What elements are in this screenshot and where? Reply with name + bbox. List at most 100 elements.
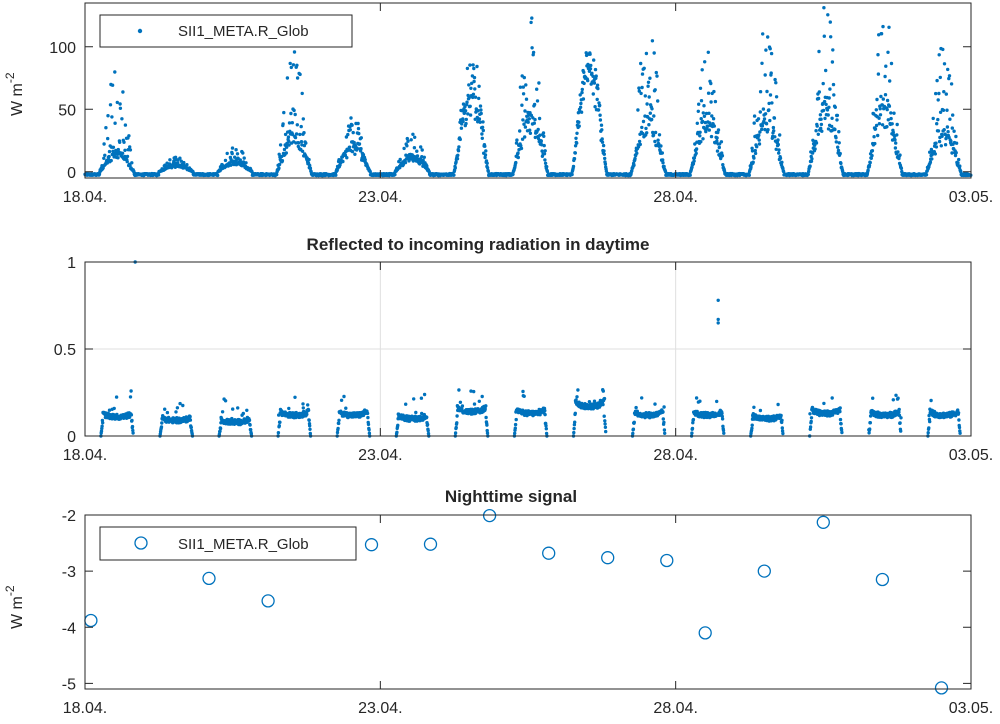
panel-2-point — [114, 395, 119, 399]
panel-1-point — [413, 135, 417, 139]
panel-2-point — [453, 431, 458, 435]
panel-2-point — [485, 431, 490, 435]
panel-1-point — [523, 125, 528, 129]
panel-2-point — [715, 399, 719, 404]
panel-1-point — [873, 141, 877, 146]
panel-1-point — [647, 123, 651, 127]
panel-1-point — [233, 155, 237, 159]
panel-2-point — [752, 405, 756, 409]
panel-2-point — [899, 429, 903, 433]
panel-1-point — [702, 114, 707, 119]
panel-3-ytick-label: -2 — [62, 508, 76, 525]
panel-2-point — [690, 431, 694, 435]
panel-1-point — [286, 135, 291, 139]
panel-2-point — [404, 402, 408, 406]
panel-1-point — [822, 34, 826, 38]
panel-1-point — [483, 144, 487, 148]
panel-2-outlier-point — [716, 298, 720, 302]
panel-1-point — [885, 98, 890, 103]
panel-1-point — [647, 95, 651, 99]
panel-1-point — [889, 116, 893, 121]
panel-2-point — [301, 402, 305, 406]
panel-3-point — [934, 681, 949, 695]
panel-1-point — [819, 117, 823, 121]
panel-1-point — [393, 172, 397, 177]
panel-1-point — [481, 120, 485, 124]
panel-1-point — [747, 173, 751, 177]
panel-1-point — [768, 47, 772, 51]
panel-1-point — [763, 112, 768, 116]
panel-3-xtick-label: 18.04. — [63, 700, 107, 717]
panel-1-point — [769, 51, 774, 56]
panel-1-point — [524, 97, 529, 101]
panel-2-point — [412, 397, 416, 401]
panel-1-point — [287, 143, 291, 147]
panel-1-point — [347, 145, 352, 149]
panel-1-point — [523, 135, 527, 139]
panel-1-point — [241, 151, 245, 155]
panel-1-point — [476, 109, 480, 113]
panel-2-point — [634, 405, 638, 410]
panel-1-point — [477, 96, 481, 101]
panel-1-point — [530, 46, 534, 50]
panel-1-point — [127, 134, 131, 138]
panel-1-point — [405, 144, 409, 148]
panel-1-point — [485, 161, 489, 165]
panel-1-point — [511, 172, 515, 176]
panel-2-point — [575, 395, 579, 399]
panel-1-point — [954, 151, 958, 155]
panel-1-point — [839, 161, 843, 166]
panel-1-point — [711, 117, 716, 121]
panel-1-legend-label: SII1_META.R_Glob — [178, 23, 309, 40]
panel-2-point — [455, 414, 459, 418]
panel-1-point — [456, 149, 461, 153]
panel-1-point — [575, 131, 579, 135]
panel-1-point — [230, 151, 234, 156]
panel-1-ytick-label: 100 — [49, 40, 76, 57]
panel-1-point — [293, 135, 298, 140]
panel-1-point — [590, 71, 594, 76]
panel-2-point — [247, 418, 252, 422]
panel-1-point — [518, 129, 522, 133]
panel-1-point — [543, 161, 548, 165]
panel-1-point — [822, 6, 826, 10]
panel-1-point — [830, 60, 835, 64]
panel-1-point — [477, 117, 482, 121]
panel-1-point — [653, 139, 657, 144]
panel-1-point — [646, 80, 651, 85]
panel-2-point — [698, 399, 702, 403]
panel-1-ytick-label: 50 — [58, 102, 76, 119]
panel-1-point — [836, 145, 840, 149]
panel-1-point — [536, 136, 541, 141]
panel-1-point — [282, 147, 287, 152]
panel-1-point — [653, 130, 658, 135]
panel-2-point — [830, 396, 834, 400]
panel-2-point — [543, 408, 547, 413]
panel-1-point — [284, 151, 288, 155]
panel-2-point — [691, 417, 696, 422]
panel-1-point — [766, 35, 770, 39]
panel-1-point — [639, 61, 643, 66]
panel-1-point — [833, 105, 837, 110]
panel-1-legend: SII1_META.R_Glob — [99, 14, 353, 48]
panel-1-point — [402, 146, 406, 151]
panel-1-point — [773, 77, 777, 82]
panel-2-ytick-label: 0.5 — [54, 342, 76, 359]
panel-1-data — [83, 6, 973, 178]
panel-1-point — [468, 104, 472, 109]
panel-1-point — [895, 122, 899, 127]
panel-2-point — [776, 402, 780, 407]
panel-1-point — [359, 136, 363, 140]
panel-1-point — [749, 165, 753, 169]
panel-1-point — [942, 90, 946, 94]
panel-1-point — [750, 149, 755, 153]
panel-2-point — [720, 417, 725, 421]
panel-1-point — [766, 128, 770, 132]
panel-1-point — [480, 132, 484, 136]
panel-2-point — [631, 427, 636, 431]
panel-1-point — [705, 124, 710, 128]
panel-2-point — [484, 415, 488, 420]
panel-3-point — [423, 537, 438, 551]
panel-1-point — [529, 20, 533, 25]
panel-1-point — [892, 111, 896, 115]
